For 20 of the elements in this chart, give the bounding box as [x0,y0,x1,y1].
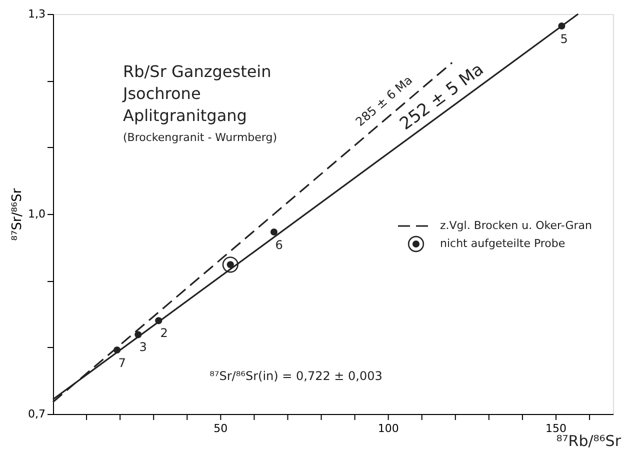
y-tick-label: 1,3 [28,8,46,20]
annotation: ⁸⁷Sr/⁸⁶Sr(in) = 0,722 ± 0,003 [210,369,382,383]
text: Rb/Sr Ganzgestein Jsochrone Aplitgranitgang [122,62,272,125]
y-tick-label: 0,7 [28,408,46,420]
x-tick-label: 150 [545,422,566,435]
legend-label: z.Vgl. Brocken u. Oker-Gran [440,219,592,232]
x-tick-label: 100 [378,422,399,435]
annotation: 5 [560,32,568,46]
y-axis-title: ⁸⁷Sr/⁸⁶Sr [10,188,26,241]
annotation: 2 [160,326,168,340]
x-axis-title: ⁸⁷Rb/⁸⁶Sr [556,432,622,450]
annotation: 3 [139,340,147,354]
annotation: 7 [118,356,126,370]
point [222,256,238,273]
legend-label: nicht aufgeteilte Probe [440,237,566,250]
annotation: 6 [275,238,283,252]
x-tick-label: 50 [214,422,228,435]
text: (Brockengranit - Wurmberg) [123,131,278,144]
y-tick-label: 1,0 [28,208,46,220]
point [270,228,278,236]
